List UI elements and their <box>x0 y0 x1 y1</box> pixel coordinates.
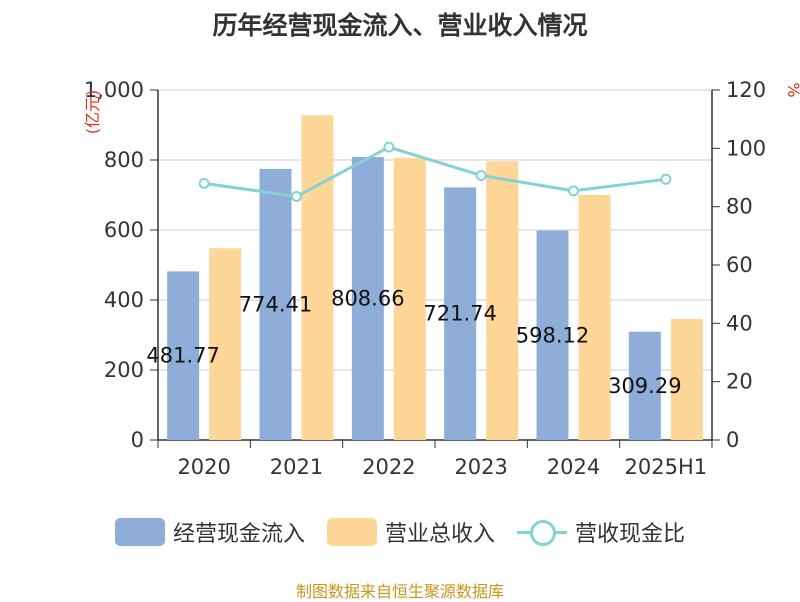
chart-canvas: 0 200 400 600 800 1,000 0 20 40 60 80 100 120 (亿元)% 20… <box>83 78 800 479</box>
ratio-point <box>660 173 672 185</box>
x-tick-label: 2023 <box>454 455 507 479</box>
bar-revenue <box>209 248 242 440</box>
bar-inflow <box>536 230 569 440</box>
x-tick-label: 2025H1 <box>625 455 708 479</box>
right-tick-label: 80 <box>726 195 753 219</box>
right-tick-label: 100 <box>726 136 766 160</box>
bar-revenue <box>670 318 703 440</box>
bar-inflow-label: 598.12 <box>516 323 589 347</box>
bar-inflow <box>444 187 477 440</box>
chart-title: 历年经营现金流入、营业收入情况 <box>212 11 588 40</box>
legend-item-ratio[interactable]: 营收现金比 <box>517 516 685 548</box>
legend-swatch-ratio <box>517 518 567 546</box>
bar-revenue <box>578 195 611 440</box>
right-tick-label: 20 <box>726 370 753 394</box>
right-tick-label: 40 <box>726 311 753 335</box>
legend-swatch-inflow <box>114 518 165 546</box>
left-axis-unit: (亿元) <box>83 90 102 135</box>
left-tick-label: 200 <box>104 358 144 382</box>
legend-label-revenue: 营业总收入 <box>384 522 495 547</box>
bar-inflow-label: 721.74 <box>423 302 496 326</box>
legend-item-inflow[interactable]: 经营现金流入 <box>114 516 305 548</box>
bar-inflow-label: 309.29 <box>608 374 681 398</box>
x-tick-label: 2021 <box>270 455 323 479</box>
legend-item-revenue[interactable]: 营业总收入 <box>326 516 495 548</box>
left-tick-label: 1,000 <box>84 78 144 102</box>
legend-swatch-revenue <box>326 518 377 546</box>
x-tick-label: 2020 <box>177 455 230 479</box>
source-note: 制图数据来自恒生聚源数据库 <box>295 582 504 601</box>
bar-inflow <box>628 331 661 440</box>
right-tick-label: 60 <box>726 253 753 277</box>
legend-label-inflow: 经营现金流入 <box>172 522 305 547</box>
left-tick-label: 0 <box>131 428 144 452</box>
bar-revenue <box>486 161 519 440</box>
left-tick-label: 600 <box>104 218 144 242</box>
right-axis-unit: % <box>784 82 800 97</box>
bar-inflow-label: 481.77 <box>146 344 219 368</box>
left-tick-label: 800 <box>104 148 144 172</box>
bar-inflow <box>351 156 384 440</box>
bar-revenue <box>301 115 334 440</box>
x-tick-label: 2022 <box>362 455 415 479</box>
right-tick-label: 0 <box>726 428 739 452</box>
ratio-line <box>203 145 667 199</box>
legend-label-ratio: 营收现金比 <box>575 522 686 547</box>
ratio-point <box>198 177 210 189</box>
left-tick-label: 400 <box>104 288 144 312</box>
ratio-point <box>568 185 579 197</box>
bar-revenue <box>393 157 426 440</box>
bar-inflow-label: 774.41 <box>239 292 312 316</box>
bar-inflow <box>259 168 292 441</box>
bar-inflow <box>167 271 200 440</box>
x-tick-label: 2024 <box>547 455 600 479</box>
ratio-point <box>383 141 395 153</box>
legend: 经营现金流入 营业总收入 营收现金比 <box>0 516 800 548</box>
ratio-point <box>291 190 302 202</box>
bar-inflow-label: 808.66 <box>331 286 404 310</box>
right-tick-label: 120 <box>726 78 766 102</box>
ratio-point <box>475 169 487 181</box>
